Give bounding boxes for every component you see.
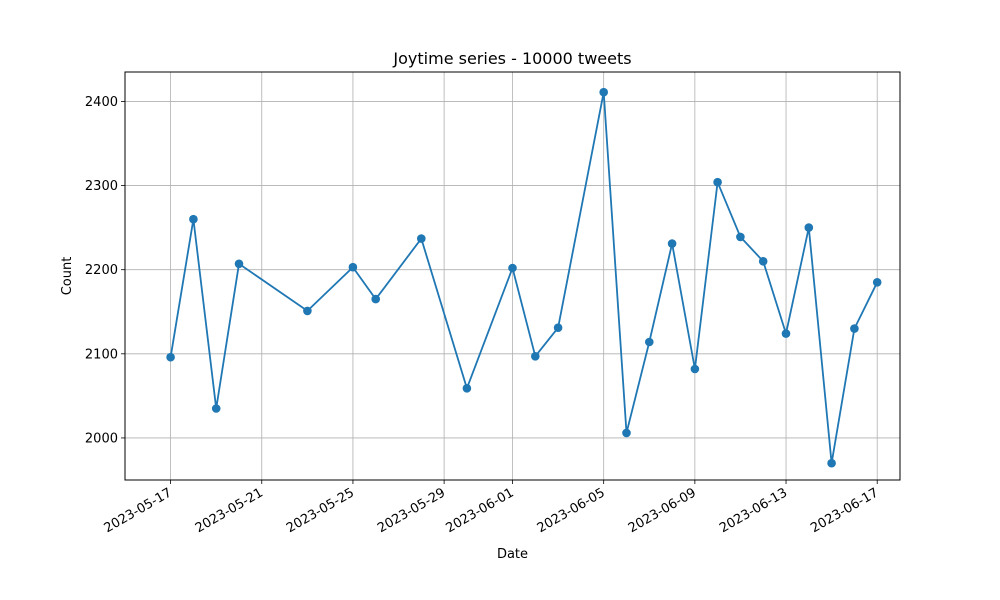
y-tick-label: 2000	[85, 431, 118, 446]
data-point-marker	[599, 87, 608, 97]
data-point-marker	[371, 294, 381, 304]
data-point-marker	[781, 329, 791, 338]
data-point-marker	[462, 384, 472, 393]
data-point-marker	[348, 262, 358, 272]
data-point-marker	[417, 234, 426, 243]
data-point-marker	[166, 352, 175, 362]
data-point-marker	[211, 404, 221, 413]
data-point-marker	[758, 257, 768, 266]
data-point-marker	[234, 259, 244, 269]
data-series	[166, 87, 882, 468]
data-point-marker	[553, 323, 563, 333]
y-tick-label: 2200	[85, 263, 118, 278]
chart-title: Joytime series - 10000 tweets	[392, 49, 631, 68]
y-tick-label: 2300	[85, 179, 118, 194]
y-axis-label: Count	[60, 257, 75, 296]
grid-lines	[125, 72, 900, 480]
data-point-marker	[872, 278, 882, 287]
data-point-marker	[690, 364, 700, 374]
y-tick-label: 2400	[85, 95, 118, 110]
data-point-marker	[667, 239, 677, 248]
data-point-marker	[622, 428, 631, 438]
data-point-marker	[508, 263, 517, 273]
data-point-marker	[827, 458, 836, 468]
data-point-marker	[736, 232, 745, 242]
data-point-marker	[531, 352, 540, 361]
data-point-marker	[713, 177, 722, 187]
data-point-marker	[804, 223, 814, 232]
data-point-marker	[645, 337, 654, 347]
y-tick-label: 2100	[85, 347, 118, 362]
data-point-marker	[303, 306, 312, 316]
x-axis-label: Date	[497, 547, 528, 562]
data-point-marker	[189, 214, 198, 224]
data-point-marker	[850, 324, 859, 333]
